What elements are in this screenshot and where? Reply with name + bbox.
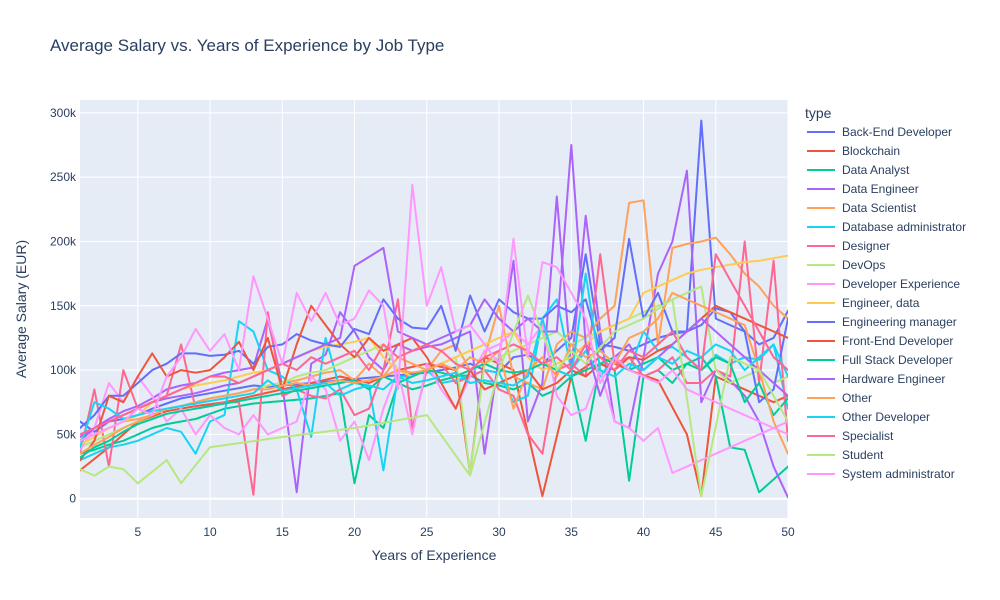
series-line[interactable] <box>80 294 788 498</box>
legend-label: Full Stack Developer <box>842 353 953 367</box>
legend-label: Database administrator <box>842 220 966 234</box>
series-line[interactable] <box>80 237 788 429</box>
legend-item[interactable]: DevOps <box>807 258 885 272</box>
y-tick-label: 250k <box>50 170 77 184</box>
series-line[interactable] <box>80 356 788 494</box>
legend-label: Other <box>842 391 872 405</box>
y-tick-label: 150k <box>50 299 77 313</box>
legend-item[interactable]: Data Analyst <box>807 163 910 177</box>
legend-item[interactable]: Specialist <box>807 429 894 443</box>
legend-title: type <box>805 105 832 121</box>
series-line[interactable] <box>80 356 788 459</box>
x-tick-label: 50 <box>781 525 795 539</box>
legend-label: System administrator <box>842 467 955 481</box>
series-lines <box>80 119 788 499</box>
legend-item[interactable]: Front-End Developer <box>807 334 953 348</box>
legend-item[interactable]: Data Engineer <box>807 182 919 196</box>
legend-label: Developer Experience <box>842 277 960 291</box>
legend-item[interactable]: System administrator <box>807 467 955 481</box>
legend-label: Data Scientist <box>842 201 917 215</box>
legend-label: Hardware Engineer <box>842 372 945 386</box>
series-line[interactable] <box>80 144 788 442</box>
x-tick-label: 20 <box>348 525 362 539</box>
legend-item[interactable]: Engineer, data <box>807 296 920 310</box>
legend-label: Other Developer <box>842 410 930 424</box>
legend-item[interactable]: Full Stack Developer <box>807 353 953 367</box>
legend-item[interactable]: Blockchain <box>807 144 900 158</box>
x-tick-label: 35 <box>565 525 579 539</box>
series-line[interactable] <box>80 324 788 474</box>
legend-item[interactable]: Hardware Engineer <box>807 372 945 386</box>
series-line[interactable] <box>80 272 788 449</box>
legend-label: Blockchain <box>842 144 900 158</box>
y-tick-label: 0 <box>69 492 76 506</box>
chart-title: Average Salary vs. Years of Experience b… <box>50 36 444 55</box>
tick-labels: 5 10 15 20 25 30 35 40 45 50 0 50k 100k 150k 200k 250k 3… <box>50 106 795 539</box>
legend-item[interactable]: Other <box>807 391 872 405</box>
legend-item[interactable]: Other Developer <box>807 410 930 424</box>
legend-item[interactable]: Developer Experience <box>807 277 960 291</box>
y-tick-label: 100k <box>50 363 77 377</box>
plot-area <box>80 100 788 518</box>
series-line[interactable] <box>80 253 788 436</box>
legend-label: Data Engineer <box>842 182 919 196</box>
x-tick-label: 5 <box>134 525 141 539</box>
y-tick-label: 50k <box>57 427 77 441</box>
legend-label: Engineering manager <box>842 315 957 329</box>
legend-item[interactable]: Back-End Developer <box>807 125 952 139</box>
legend[interactable]: type Back-End Developer Blockchain Data An… <box>805 105 966 481</box>
x-tick-label: 45 <box>709 525 723 539</box>
legend-item[interactable]: Engineering manager <box>807 315 957 329</box>
x-tick-label: 30 <box>492 525 506 539</box>
x-tick-label: 10 <box>203 525 217 539</box>
x-tick-label: 15 <box>276 525 290 539</box>
gridlines <box>80 100 789 518</box>
x-tick-label: 25 <box>420 525 434 539</box>
legend-label: DevOps <box>842 258 885 272</box>
x-axis-title: Years of Experience <box>372 547 497 563</box>
series-line[interactable] <box>80 183 788 442</box>
legend-label: Back-End Developer <box>842 125 952 139</box>
legend-item[interactable]: Student <box>807 448 884 462</box>
y-axis-title: Average Salary (EUR) <box>13 240 29 378</box>
legend-label: Designer <box>842 239 890 253</box>
legend-item[interactable]: Designer <box>807 239 890 253</box>
legend-label: Student <box>842 448 884 462</box>
x-tick-label: 40 <box>637 525 651 539</box>
legend-label: Specialist <box>842 429 894 443</box>
legend-label: Data Analyst <box>842 163 910 177</box>
legend-item[interactable]: Data Scientist <box>807 201 917 215</box>
y-tick-label: 200k <box>50 234 77 248</box>
series-line[interactable] <box>80 291 788 455</box>
legend-label: Front-End Developer <box>842 334 953 348</box>
y-tick-label: 300k <box>50 106 77 120</box>
legend-item[interactable]: Database administrator <box>807 220 966 234</box>
legend-label: Engineer, data <box>842 296 920 310</box>
